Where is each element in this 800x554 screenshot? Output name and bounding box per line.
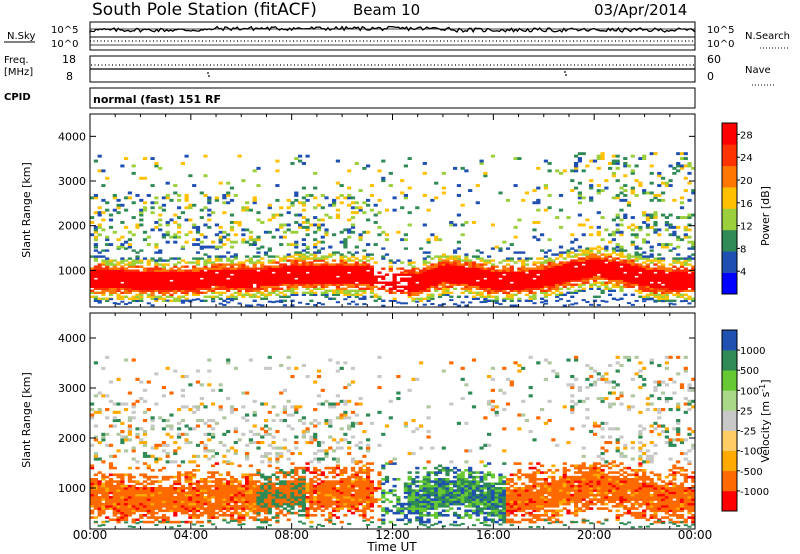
sky-tick-high: 10^5	[51, 25, 78, 36]
station-title: South Pole Station (fitACF)	[92, 0, 317, 20]
velocity-colorbar-label: Velocity [m s-1]	[758, 379, 772, 462]
power-colorbar: 28 24 20 16 12 8 4	[721, 122, 753, 295]
freq-label: Freq.	[4, 55, 29, 66]
power-data	[90, 152, 696, 307]
x-tick-label: 00:00	[73, 528, 108, 542]
power-colorbar-tick: 4	[740, 267, 746, 278]
search-tick-low: 10^0	[707, 39, 734, 50]
search-tick-high: 10^5	[707, 25, 734, 36]
power-colorbar-tick: 20	[740, 176, 753, 187]
cpid-label: CPID	[4, 92, 31, 103]
power-panel: 1000 2000 3000 4000	[58, 113, 696, 308]
power-colorbar-tick: 24	[740, 153, 753, 164]
nsky-panel	[89, 21, 696, 51]
y-tick-label: 3000	[58, 175, 86, 188]
y-tick-label: 3000	[58, 382, 86, 395]
velocity-panel: 1000 2000 3000 4000	[58, 312, 696, 530]
y-tick-label: 2000	[58, 220, 86, 233]
beam-label: Beam 10	[353, 1, 420, 19]
freq-unit-label: [MHz]	[4, 67, 33, 78]
velocity-colorbar-tick: -500	[740, 467, 763, 478]
x-tick-label: 16:00	[476, 528, 511, 542]
x-tick-label: 00:00	[678, 528, 713, 542]
velocity-colorbar-tick: 100	[740, 386, 759, 397]
nsky-label: N.Sky	[7, 31, 35, 42]
y-tick-label: 1000	[58, 482, 86, 495]
nsearch-label: N.Search	[745, 31, 790, 42]
x-tick-label: 04:00	[174, 528, 209, 542]
date-label: 03/Apr/2014	[594, 1, 687, 19]
power-colorbar-tick: 16	[740, 199, 753, 210]
x-axis-label: Time UT	[366, 540, 417, 554]
x-tick-label: 08:00	[274, 528, 309, 542]
power-colorbar-tick: 28	[740, 130, 753, 141]
nsky-trace	[89, 25, 696, 38]
freq-tick-low: 8	[66, 70, 73, 83]
y-tick-label: 4000	[58, 130, 86, 143]
velocity-colorbar-tick: -100	[740, 447, 763, 458]
velocity-colorbar-tick: 25	[740, 406, 753, 417]
y-tick-label: 1000	[58, 264, 86, 277]
velocity-data	[90, 355, 696, 529]
power-colorbar-tick: 8	[740, 244, 746, 255]
x-tick-label: 20:00	[577, 528, 612, 542]
power-ylabel: Slant Range [km]	[20, 162, 33, 258]
y-tick-label: 2000	[58, 432, 86, 445]
freq-panel	[89, 55, 696, 83]
nave-tick-high: 60	[707, 53, 721, 66]
nave-tick-low: 0	[707, 70, 714, 83]
velocity-colorbar-tick: -25	[740, 427, 756, 438]
power-colorbar-tick: 12	[740, 222, 753, 233]
velocity-ylabel: Slant Range [km]	[20, 372, 33, 468]
cpid-value: normal (fast) 151 RF	[93, 93, 221, 106]
power-colorbar-label: Power [dB]	[759, 186, 772, 246]
nave-label: Nave	[745, 65, 771, 76]
y-tick-label: 4000	[58, 332, 86, 345]
sky-tick-low: 10^0	[51, 39, 78, 50]
velocity-colorbar-tick: 500	[740, 366, 759, 377]
velocity-colorbar: 1000 500 100 25 -25 -100 -500 -1000	[721, 329, 769, 512]
x-tick-label: 12:00	[375, 528, 410, 542]
velocity-colorbar-tick: 1000	[740, 346, 765, 357]
velocity-colorbar-tick: -1000	[740, 487, 769, 498]
freq-tick-high: 18	[62, 53, 76, 66]
